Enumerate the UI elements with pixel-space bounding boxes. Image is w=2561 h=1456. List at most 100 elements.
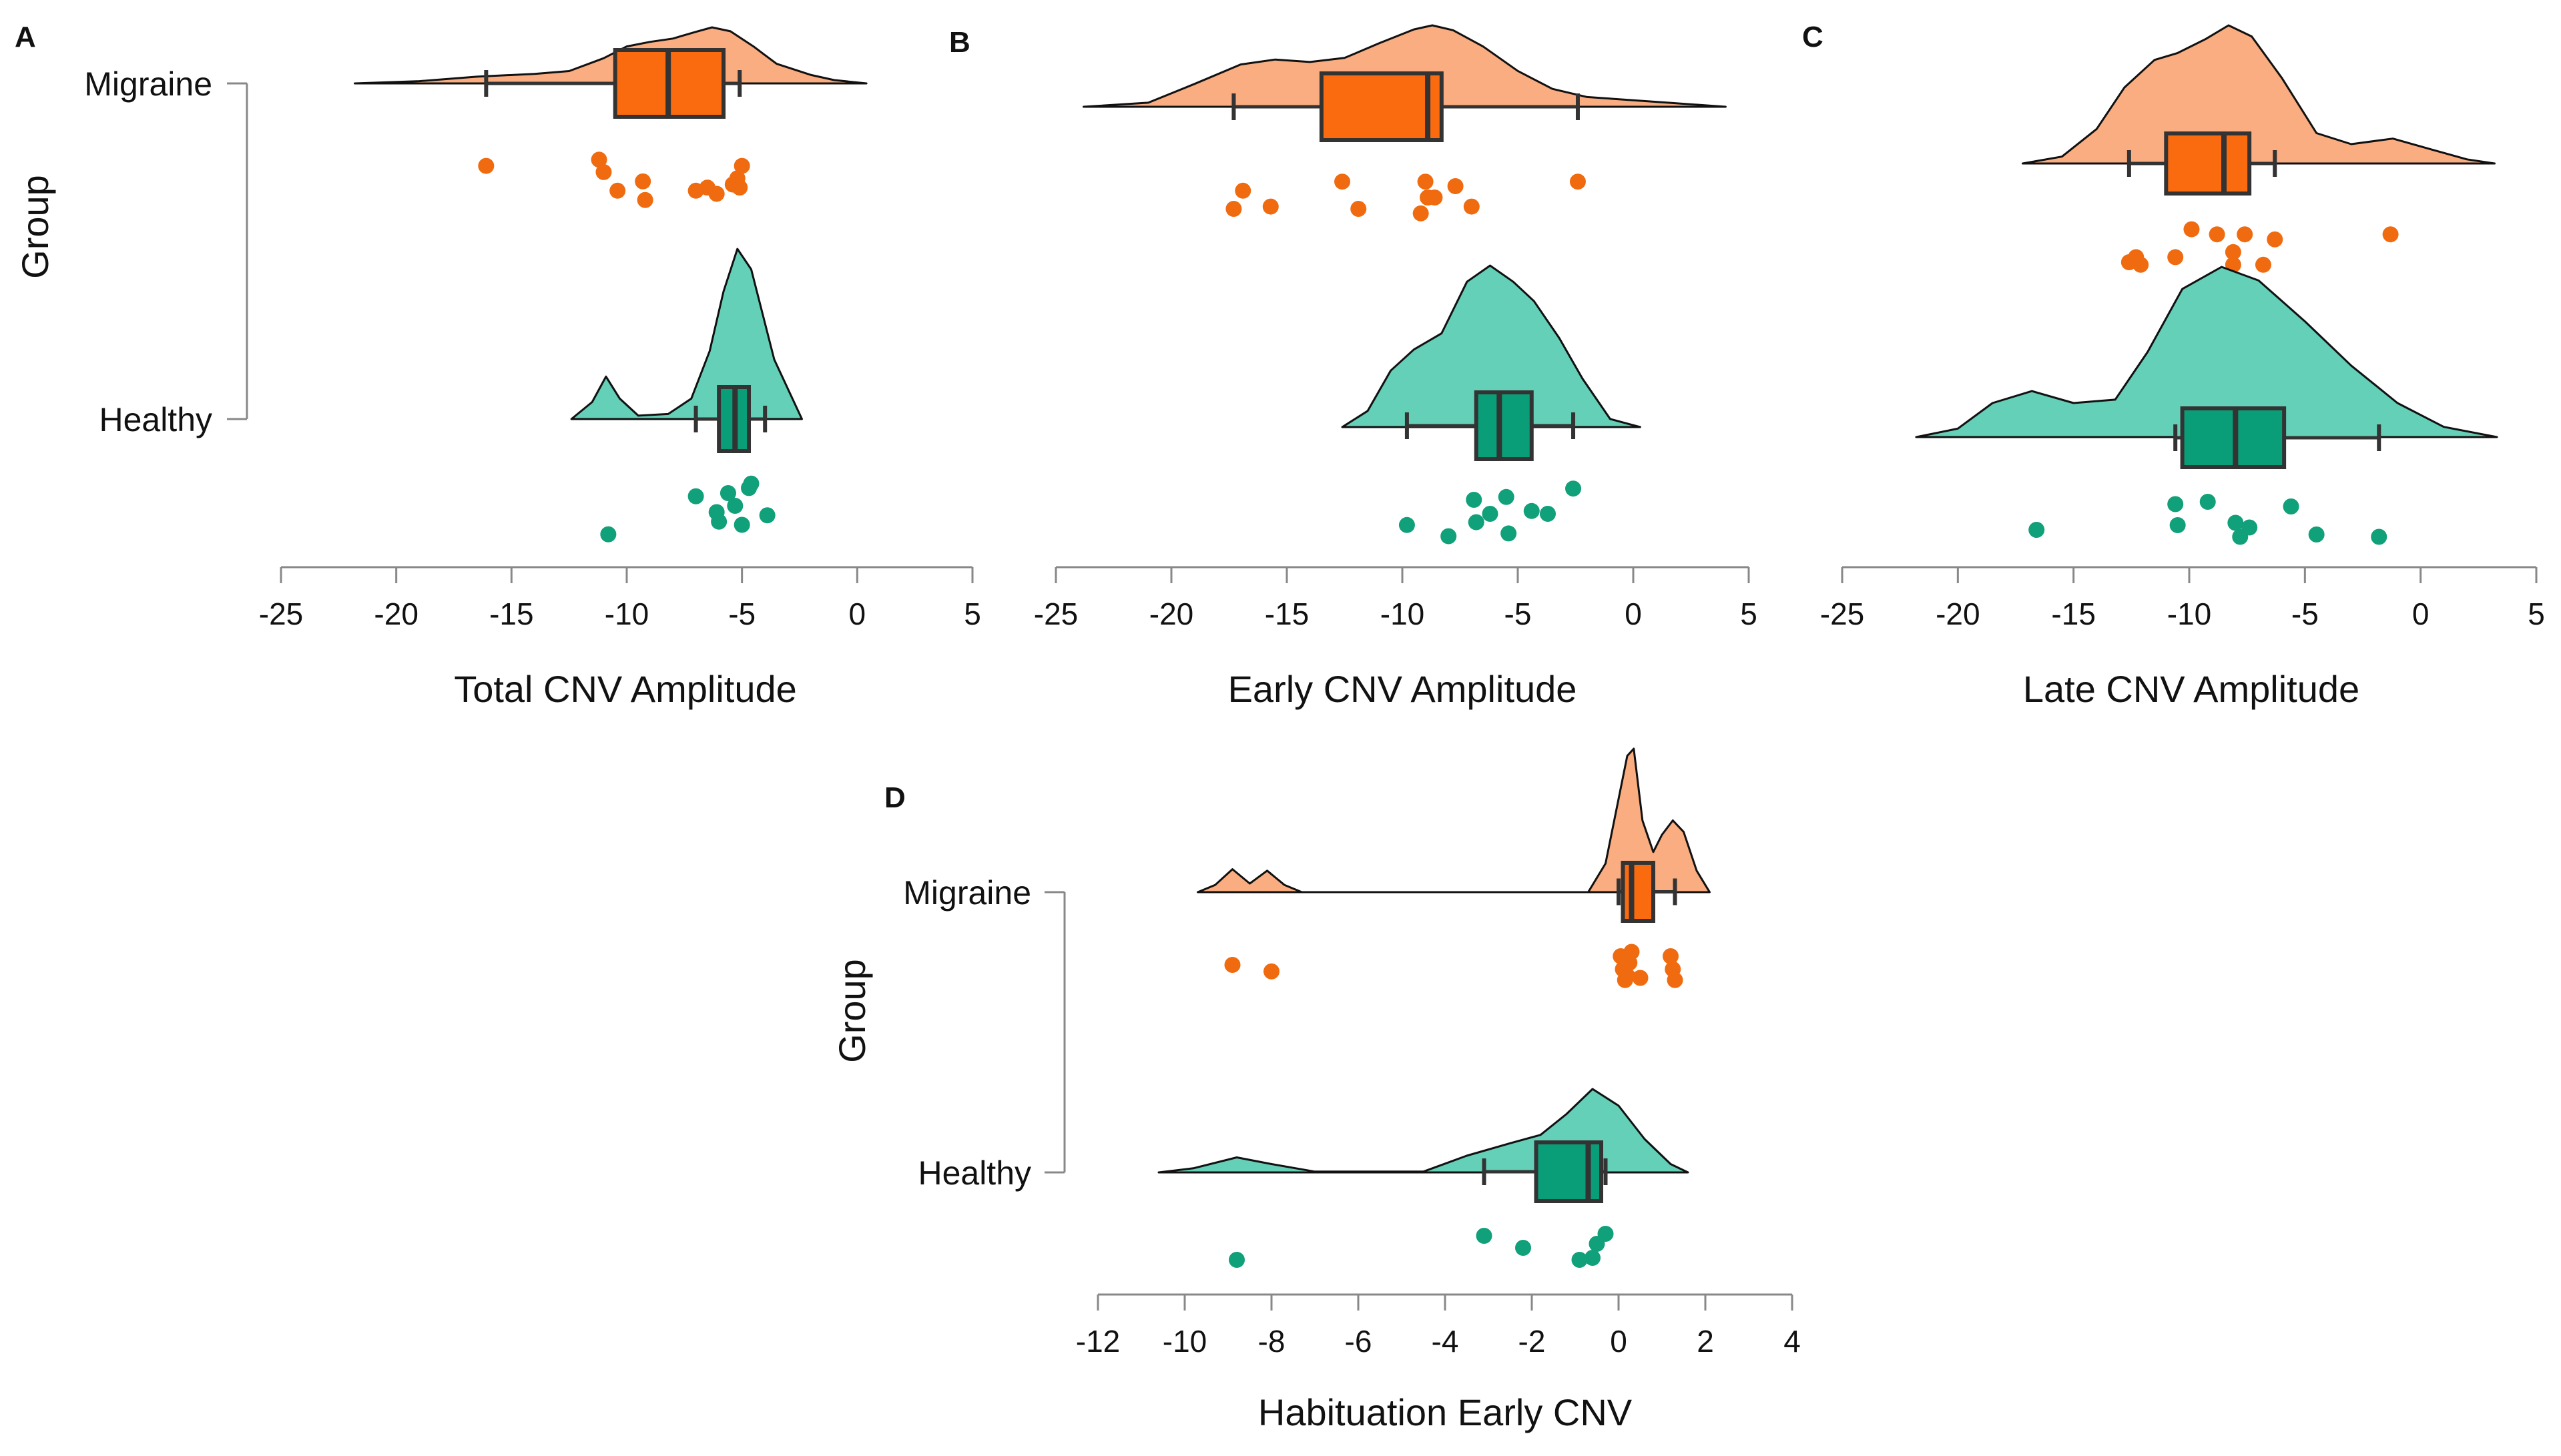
group-label-healthy-d: Healthy [918, 1154, 1031, 1192]
data-point-migraine [1663, 948, 1679, 964]
panel-letter-b: B [949, 26, 970, 59]
data-point-healthy [2167, 496, 2184, 512]
data-point-migraine [591, 151, 607, 168]
data-point-migraine [1569, 173, 1586, 190]
data-point-healthy [1466, 492, 1482, 508]
group-label-migraine-d: Migraine [903, 874, 1031, 912]
x-tick-label: -5 [728, 597, 756, 631]
data-point-migraine [595, 163, 612, 180]
panel-letter-d: D [884, 781, 906, 814]
data-point-migraine [2167, 249, 2184, 266]
x-tick-label: -4 [1432, 1324, 1459, 1359]
data-point-healthy [687, 488, 704, 504]
data-point-healthy [1500, 525, 1517, 542]
data-point-migraine [1463, 198, 1480, 215]
data-point-healthy [1440, 528, 1457, 544]
density-healthy [1341, 264, 1641, 428]
data-point-healthy [1468, 514, 1484, 530]
x-tick-label: -20 [1936, 597, 1980, 631]
x-tick-label: -15 [1265, 597, 1309, 631]
x-tick-label: -20 [1149, 597, 1193, 631]
data-point-healthy [1597, 1226, 1614, 1242]
data-point-healthy [1476, 1228, 1492, 1244]
x-axis-title-c: Late CNV Amplitude [2023, 668, 2359, 710]
x-axis-title-a: Total CNV Amplitude [454, 668, 797, 710]
data-point-healthy [2227, 514, 2244, 531]
data-point-healthy [734, 516, 750, 533]
panel-a: A Group Migraine Healthy -25 -20 -15 -10 -5 0… [14, 21, 981, 710]
x-axis-title-b: Early CNV Amplitude [1228, 668, 1577, 710]
plot-area-b [1083, 24, 1727, 544]
data-point-healthy [2283, 498, 2299, 514]
box-migraine [1319, 71, 1444, 142]
data-point-migraine [1350, 201, 1367, 217]
x-tick-label: -2 [1518, 1324, 1546, 1359]
x-tick-label: 0 [1625, 597, 1642, 631]
x-tick-label: 5 [1740, 597, 1757, 631]
data-point-migraine [1623, 944, 1640, 960]
x-tick-label: -8 [1258, 1324, 1286, 1359]
data-point-healthy [1482, 506, 1498, 522]
x-tick-label: -10 [1380, 597, 1424, 631]
x-axis-a: -25 -20 -15 -10 -5 0 5 [259, 566, 981, 631]
x-axis-d: -12 -10 -8 -6 -4 -2 0 2 4 [1076, 1293, 1801, 1359]
box-migraine [1621, 861, 1655, 923]
x-tick-label: 5 [2528, 597, 2545, 631]
data-point-migraine [2225, 244, 2241, 260]
data-point-migraine [1235, 182, 1251, 199]
data-point-healthy [2308, 526, 2325, 542]
y-axis-title-d: Group [831, 959, 873, 1063]
data-point-healthy [2199, 494, 2216, 510]
data-point-healthy [1398, 516, 1415, 533]
data-point-migraine [708, 186, 725, 202]
data-point-migraine [1262, 198, 1279, 215]
data-point-migraine [478, 157, 495, 174]
data-point-migraine [732, 179, 748, 196]
panel-letter-c: C [1802, 21, 1823, 53]
panel-c: C -25 -20 -15 -10 -5 0 5 Late CNV Amplitude [1802, 21, 2545, 710]
data-point-healthy [727, 498, 744, 514]
x-tick-label: 0 [849, 597, 866, 631]
data-point-healthy [600, 526, 617, 542]
x-tick-label: 5 [964, 597, 981, 631]
x-tick-label: 4 [1783, 1324, 1801, 1359]
panel-b: B -25 -20 -15 -10 -5 0 5 Early CNV Amplitude [949, 24, 1757, 710]
x-tick-label: -25 [1820, 597, 1864, 631]
data-point-healthy [2028, 522, 2045, 538]
data-point-healthy [2241, 519, 2258, 536]
data-point-migraine [1225, 201, 1242, 217]
x-tick-label: -5 [1504, 597, 1532, 631]
data-point-healthy [1539, 506, 1556, 522]
density-healthy [570, 248, 803, 420]
data-point-healthy [1498, 488, 1514, 505]
x-tick-label: -10 [1163, 1324, 1207, 1359]
x-tick-label: 0 [2412, 597, 2430, 631]
plot-area-d [1157, 747, 1711, 1268]
data-point-healthy [711, 513, 728, 530]
box-healthy [1474, 390, 1534, 461]
data-point-healthy [1585, 1250, 1601, 1266]
data-point-healthy [1565, 480, 1582, 497]
data-point-migraine [2255, 256, 2271, 273]
data-point-healthy [2371, 528, 2387, 545]
density-migraine [1083, 24, 1727, 108]
data-point-migraine [609, 182, 626, 199]
data-point-migraine [734, 157, 750, 174]
data-point-migraine [1417, 173, 1434, 190]
data-point-migraine [2382, 226, 2399, 243]
x-axis-c: -25 -20 -15 -10 -5 0 5 [1820, 566, 2545, 631]
data-point-migraine [1632, 970, 1649, 986]
plot-area-a [354, 26, 868, 542]
x-tick-label: -20 [374, 597, 418, 631]
data-point-migraine [2237, 226, 2253, 243]
density-migraine [2021, 24, 2496, 165]
data-point-migraine [2183, 221, 2200, 238]
data-point-healthy [720, 485, 736, 501]
x-tick-label: -15 [489, 597, 533, 631]
data-point-healthy [759, 507, 776, 524]
data-point-migraine [635, 173, 651, 190]
density-migraine [1197, 747, 1711, 893]
density-migraine [354, 26, 868, 85]
data-point-migraine [1447, 178, 1464, 194]
data-point-healthy [1571, 1252, 1588, 1268]
